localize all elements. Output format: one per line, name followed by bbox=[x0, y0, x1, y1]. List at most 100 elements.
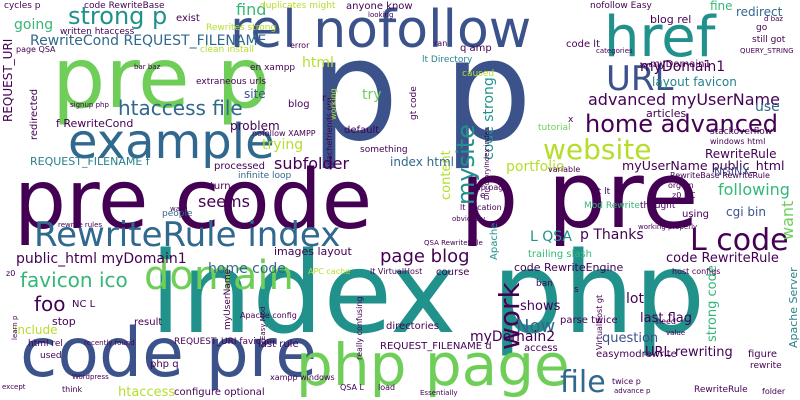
word-amp-page: amp page bbox=[468, 183, 509, 192]
word-windows-html: windows html bbox=[710, 137, 766, 146]
word-turn: turn bbox=[210, 181, 231, 192]
word-url-rewriting: URL rewriting bbox=[645, 345, 733, 360]
word-virtualhost-gt: VirtualHost gt bbox=[595, 294, 604, 350]
word-variable: variable bbox=[548, 165, 581, 174]
word-rewriterule-index: RewriteRule index bbox=[34, 215, 341, 255]
word-lt-virtualhost: lt VirtualHost bbox=[370, 267, 423, 276]
word-f-rewritecond: f RewriteCond bbox=[56, 117, 134, 130]
word-now: Now bbox=[516, 316, 556, 337]
word-folder: folder bbox=[762, 387, 786, 396]
word-myusername-public-html: myUserName public_html bbox=[622, 158, 785, 173]
word-problem: problem bbox=[230, 119, 280, 133]
word-blog: blog bbox=[288, 99, 310, 110]
word-tweak: tweak bbox=[640, 61, 662, 69]
word-nofollow-easy: nofollow Easy bbox=[590, 1, 652, 11]
word-articles: articles bbox=[646, 107, 687, 120]
word-default: default bbox=[344, 125, 380, 136]
word-public-html-mydomain1: public_html myDomain1 bbox=[16, 251, 187, 267]
word-mydomain1-small: myDomain1 bbox=[650, 59, 711, 70]
word-value: value bbox=[666, 329, 686, 337]
word-htaccess: htaccess bbox=[118, 385, 176, 400]
word-p-pre: p pre bbox=[460, 142, 699, 249]
word-ran: ran bbox=[434, 39, 448, 48]
word-written-htaccess: written htaccess bbox=[60, 27, 135, 37]
word-figure: figure bbox=[748, 349, 778, 360]
word-directories: directories bbox=[386, 321, 439, 332]
word-advanced-myusername: advanced myUserName bbox=[588, 90, 780, 109]
word-strong-code: strong code bbox=[705, 265, 720, 342]
word-favicon-ico: favicon ico bbox=[20, 268, 128, 292]
word-request-filename-d: REQUEST_FILENAME d bbox=[380, 341, 492, 352]
word-home-advanced: home advanced bbox=[585, 110, 778, 138]
word-question: question bbox=[602, 331, 659, 346]
word-last-rule: last rule bbox=[258, 339, 299, 350]
word-rewrite-rules: rewrite rules bbox=[58, 221, 103, 229]
word-redirected: redirected bbox=[29, 88, 40, 140]
word-working: working bbox=[329, 88, 338, 120]
word-html: html bbox=[302, 55, 334, 71]
word-extraneous-urls: extraneous urls bbox=[196, 77, 267, 87]
word-page-qsa: page QSA bbox=[16, 45, 56, 54]
word-really-confusing: really confusing bbox=[355, 296, 364, 360]
word-qsa-l: QSA L bbox=[340, 383, 364, 392]
word-code-rewriterule: code RewriteRule bbox=[666, 251, 779, 266]
word-working-properly: working properly bbox=[638, 223, 698, 231]
word-org-en: org en bbox=[668, 181, 694, 190]
word-pre-code: pre code bbox=[14, 153, 373, 248]
word-code-pre: code pre bbox=[20, 314, 318, 393]
word-trailing-slash: trailing slash bbox=[528, 249, 593, 260]
word-recently-found: recently found bbox=[84, 339, 135, 347]
word-think: think bbox=[62, 385, 83, 394]
word-site: site bbox=[244, 87, 266, 101]
word-qsa-rewriterule: QSA RewriteRule bbox=[424, 239, 483, 247]
word-error: error bbox=[290, 41, 310, 50]
word-index-html: index html bbox=[390, 155, 454, 169]
word-gt-code: gt code bbox=[409, 86, 419, 120]
word-learn-p: learn p bbox=[11, 315, 19, 340]
word-myusername: myUserName bbox=[223, 268, 233, 330]
word-apc-cache: APC cache bbox=[308, 267, 351, 276]
word-htaccess-file: htaccess file bbox=[118, 96, 243, 120]
word-gt-lt: gt lt bbox=[592, 187, 611, 197]
word-processed: processed bbox=[214, 161, 265, 172]
word-twice-p: twice p bbox=[612, 377, 641, 386]
word-mysite: mysite bbox=[452, 124, 480, 205]
word-e: e bbox=[480, 191, 486, 201]
word-home-code: home code bbox=[208, 261, 286, 277]
word-code-rewriteengine: code RewriteEngine bbox=[514, 261, 624, 274]
word-host-configs: host configs bbox=[672, 267, 721, 276]
word-result: result bbox=[134, 317, 163, 328]
word-l-qsa: L QSA bbox=[530, 229, 572, 245]
word-r: r bbox=[322, 93, 327, 104]
word-infinite-loop: infinite loop bbox=[238, 171, 292, 181]
word-blog-rel: blog rel bbox=[650, 13, 692, 26]
word-query-string: QUERY_STRING bbox=[740, 47, 794, 55]
word-lt-directory: lt Directory bbox=[422, 55, 473, 65]
word-nginx: NGINX bbox=[714, 165, 750, 178]
word-seems: seems bbox=[198, 192, 250, 211]
word-using: using bbox=[682, 209, 710, 220]
word-shows: shows bbox=[520, 299, 561, 314]
word-configure-optional: configure optional bbox=[174, 387, 265, 398]
word-duplicates-might: duplicates might bbox=[260, 1, 336, 11]
word-except: except bbox=[2, 383, 26, 391]
word-nofollow-xampp: nofollow XAMPP bbox=[252, 129, 316, 138]
word-lot: lot bbox=[626, 291, 644, 307]
word-exist: exist bbox=[176, 13, 200, 24]
word-foo: foo bbox=[34, 292, 66, 316]
word-cycles-p: cycles p bbox=[4, 1, 41, 11]
word-easymodrewrite: easymodrewrite bbox=[596, 349, 677, 360]
word-ban: ban bbox=[536, 279, 553, 289]
word-mod-rewrite: Mod Rewrite bbox=[584, 201, 640, 211]
word-strong-p: strong p bbox=[68, 2, 168, 30]
word-access: access bbox=[524, 343, 558, 354]
word-following: following bbox=[718, 180, 790, 199]
word-going: going bbox=[14, 17, 54, 33]
word-rewriterule: RewriteRule bbox=[705, 147, 777, 161]
word-index-php: index php bbox=[150, 229, 706, 359]
word-code-lt: code lt bbox=[566, 39, 600, 50]
word-obviously: obviously bbox=[452, 215, 486, 223]
word-wordpress: Wordpress bbox=[72, 373, 109, 381]
word-rewrite: rewrite bbox=[750, 361, 782, 371]
